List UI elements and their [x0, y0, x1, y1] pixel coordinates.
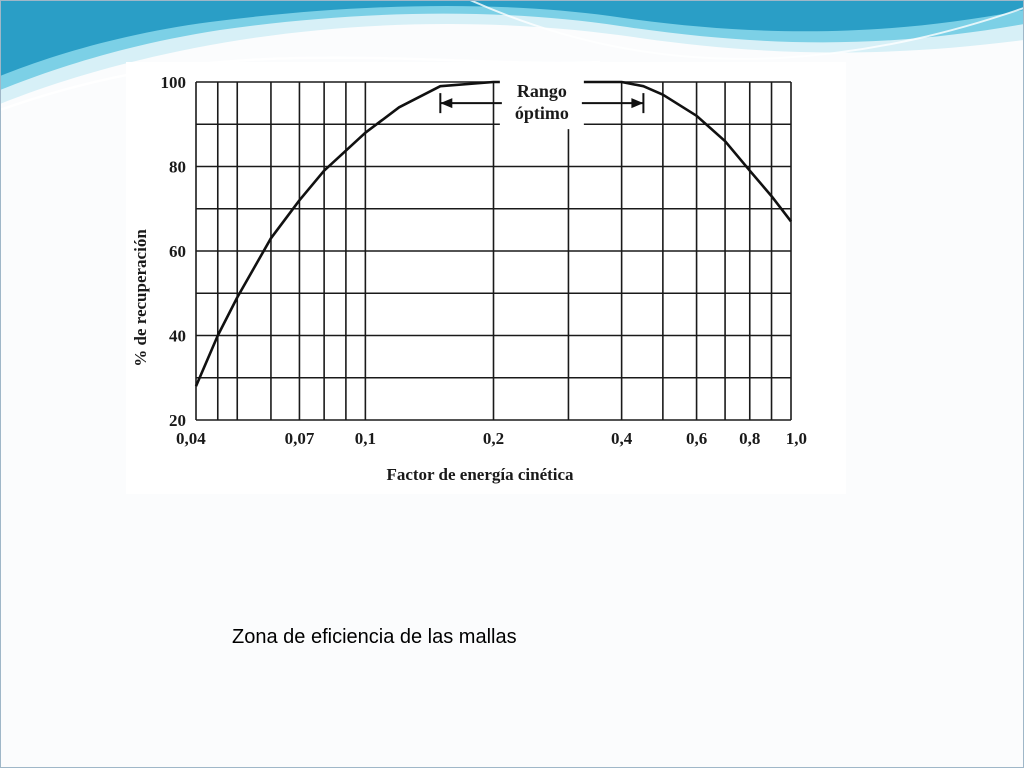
chart-panel: Rango óptimo 100 80 60 40 20 0,04 0,07 0,1 0,2 0,4… [126, 62, 846, 494]
y-axis-title: % de recuperación [131, 229, 150, 367]
x-tick-label: 0,6 [686, 429, 707, 448]
x-tick-label: 0,8 [739, 429, 760, 448]
y-tick-label: 100 [161, 73, 187, 92]
annotation-label: óptimo [515, 103, 569, 123]
y-tick-label: 20 [169, 411, 186, 430]
x-tick-label: 0,07 [285, 429, 315, 448]
x-tick-label: 0,4 [611, 429, 633, 448]
x-tick-label: 1,0 [786, 429, 807, 448]
range-arrowhead-right [631, 98, 644, 109]
y-tick-label: 60 [169, 242, 186, 261]
x-tick-label: 0,2 [483, 429, 504, 448]
x-axis-title: Factor de energía cinética [386, 465, 574, 484]
slide-caption: Zona de eficiencia de las mallas [232, 626, 517, 648]
x-tick-label: 0,04 [176, 429, 206, 448]
x-tick-label: 0,1 [355, 429, 376, 448]
tick-layer: 100 80 60 40 200,04 0,07 0,1 0,2 0,4 0,6 0,8 1,0 [161, 73, 808, 448]
annotation-background [499, 79, 584, 130]
header-wave-accent-right [469, 0, 1024, 60]
y-tick-label: 40 [169, 327, 186, 346]
annotation-label: Rango [517, 81, 567, 101]
grid-layer [195, 81, 792, 421]
y-tick-label: 80 [169, 158, 186, 177]
range-arrowhead-left [440, 98, 453, 109]
header-wave-dark [0, 0, 1024, 76]
